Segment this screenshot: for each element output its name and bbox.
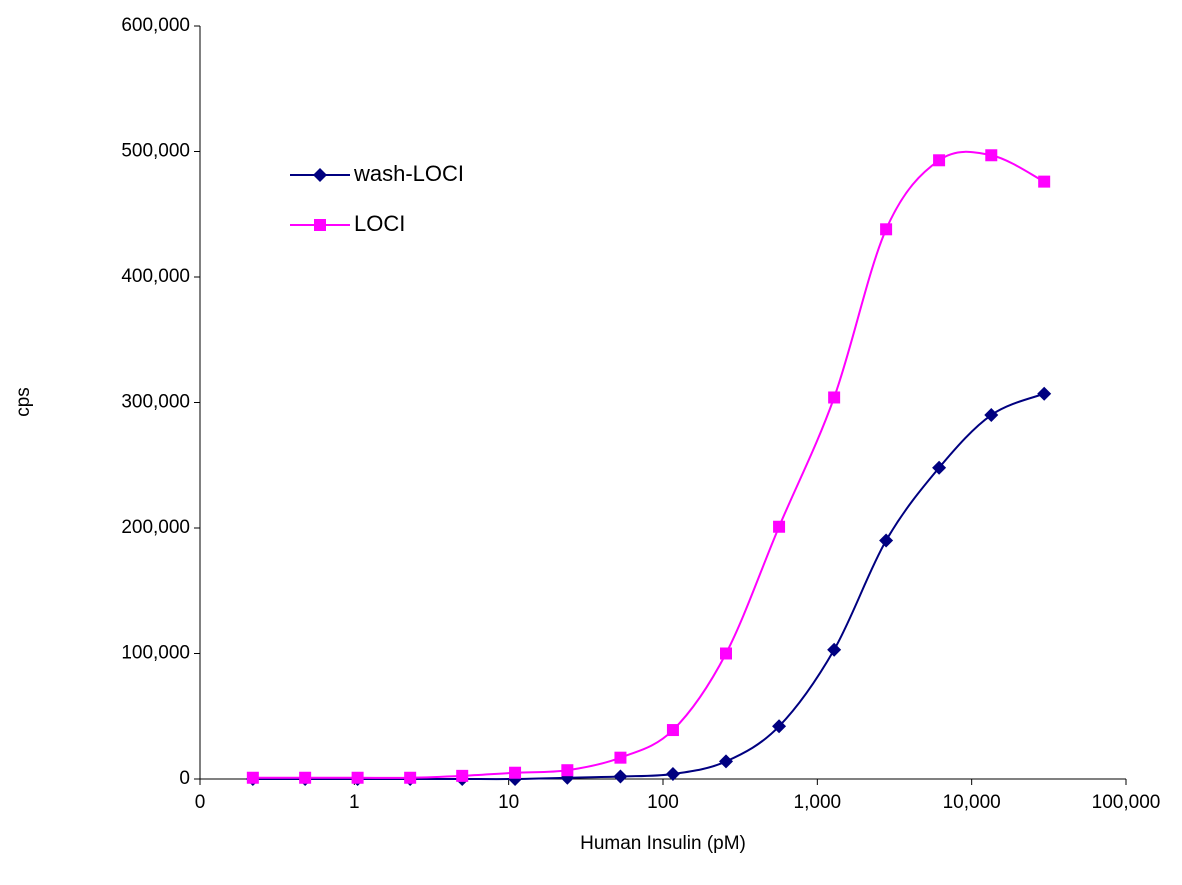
marker	[561, 764, 574, 777]
marker	[456, 769, 469, 782]
x-tick-label: 10,000	[943, 792, 1001, 813]
series-line	[252, 150, 1045, 779]
x-tick-label: 1	[349, 792, 360, 813]
y-tick-label: 100,000	[121, 643, 190, 664]
x-tick-label: 1,000	[794, 792, 842, 813]
x-tick-label: 0	[195, 792, 206, 813]
x-axis-label: Human Insulin (pM)	[580, 833, 746, 854]
x-tick-label: 100,000	[1092, 792, 1161, 813]
marker	[880, 223, 893, 236]
marker	[614, 751, 627, 764]
y-tick-label: 500,000	[121, 141, 190, 162]
marker	[827, 642, 842, 657]
legend-label: LOCI	[354, 211, 405, 236]
marker	[314, 219, 326, 231]
marker	[828, 391, 841, 404]
y-tick-label: 600,000	[121, 15, 190, 36]
marker	[299, 771, 312, 784]
marker	[665, 766, 680, 781]
marker	[1038, 175, 1051, 188]
marker	[613, 769, 628, 784]
marker	[984, 408, 999, 423]
x-tick-label: 100	[647, 792, 679, 813]
series-line	[252, 392, 1045, 781]
marker	[351, 771, 364, 784]
marker	[879, 533, 894, 548]
marker	[932, 460, 947, 475]
marker	[246, 771, 259, 784]
y-tick-label: 200,000	[121, 517, 190, 538]
y-axis-label: cps	[13, 387, 34, 417]
marker	[313, 168, 327, 182]
marker	[1037, 386, 1052, 401]
marker	[720, 647, 733, 660]
marker	[719, 754, 734, 769]
marker	[666, 724, 679, 737]
marker	[773, 520, 786, 533]
marker	[772, 719, 787, 734]
marker	[933, 154, 946, 167]
y-tick-label: 0	[179, 768, 190, 789]
legend-label: wash-LOCI	[353, 161, 464, 186]
marker	[509, 766, 522, 779]
marker	[985, 149, 998, 162]
y-tick-label: 400,000	[121, 266, 190, 287]
y-tick-label: 300,000	[121, 392, 190, 413]
marker	[404, 771, 417, 784]
x-tick-label: 10	[498, 792, 519, 813]
